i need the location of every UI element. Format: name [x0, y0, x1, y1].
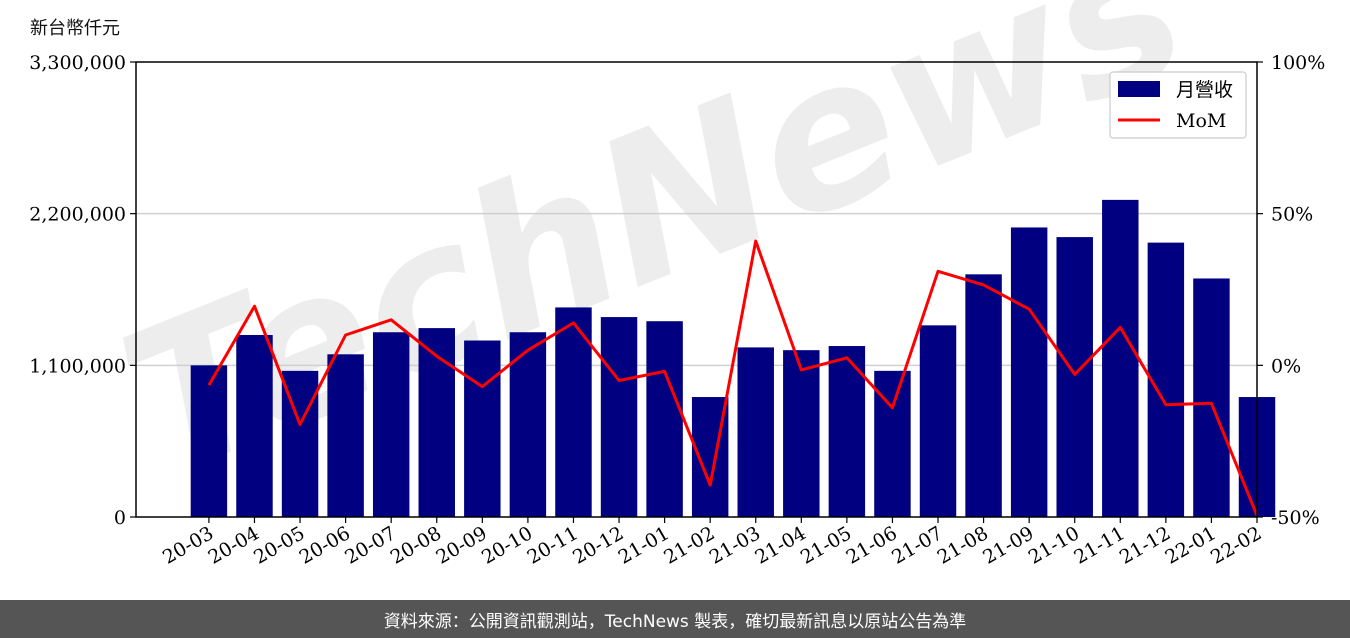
x-tick-label: 20-09 — [432, 522, 490, 568]
bar — [1102, 199, 1139, 517]
axes: 0 1,100,000 2,200,000 3,300,000 -50% 0% 50% 100… — [29, 52, 1325, 529]
left-tick-label: 1,100,000 — [29, 355, 126, 377]
x-tick-label: 20-12 — [569, 522, 627, 568]
bar — [555, 307, 592, 517]
y-axis-unit-label: 新台幣仟元 — [30, 18, 120, 39]
x-tick-label: 21-02 — [660, 522, 718, 568]
x-tick-label: 21-06 — [843, 522, 901, 568]
right-tick-label: 0% — [1271, 355, 1301, 377]
bar — [600, 317, 638, 517]
left-tick-label: 2,200,000 — [29, 204, 126, 226]
bar — [919, 325, 957, 517]
x-tick-label: 20-11 — [524, 522, 582, 568]
x-tick-label: 20-10 — [478, 522, 536, 568]
x-tick-label: 21-05 — [797, 522, 855, 568]
x-tick-label: 20-04 — [205, 522, 263, 568]
left-tick-label: 0 — [114, 507, 126, 529]
legend: 月營收 MoM — [1109, 71, 1247, 139]
mom-line — [207, 239, 1259, 517]
x-tick-label: 20-06 — [296, 522, 354, 568]
x-tick-label: 21-07 — [888, 522, 946, 568]
revenue-chart: TechNews 01,100,0002,200,0003,300,000-50… — [29, 0, 1325, 569]
bar — [236, 335, 273, 517]
bar — [509, 332, 547, 517]
x-tick-label: 22-02 — [1207, 522, 1265, 568]
source-footer: 資料來源：公開資訊觀測站，TechNews 製表，確切最新訊息以原站公告為準 — [0, 600, 1350, 638]
bar — [828, 346, 866, 517]
bar — [372, 332, 410, 517]
bar — [464, 340, 501, 517]
x-tick-label: 21-09 — [979, 522, 1037, 568]
bar — [327, 354, 364, 517]
legend-line-label: MoM — [1176, 110, 1226, 132]
x-tick-label: 20-05 — [250, 522, 308, 568]
bar — [783, 350, 820, 517]
left-tick-label: 3,300,000 — [29, 52, 126, 74]
right-tick-label: 100% — [1271, 52, 1325, 74]
x-tick-label: 21-12 — [1116, 522, 1174, 568]
bar — [1147, 242, 1185, 517]
bar — [1193, 278, 1230, 517]
plot-frame — [135, 61, 1258, 518]
bar — [1010, 227, 1048, 518]
bar — [1056, 237, 1093, 517]
x-tick-label: 21-10 — [1025, 522, 1083, 568]
x-tick-label: 20-07 — [341, 522, 399, 568]
x-tick-label: 20-08 — [387, 522, 445, 568]
line-series — [207, 239, 1259, 517]
legend-bar-label: 月營收 — [1176, 79, 1233, 101]
legend-bar-swatch — [1118, 81, 1160, 97]
x-tick-label: 21-04 — [751, 522, 809, 568]
x-tick-label: 20-03 — [159, 522, 217, 568]
x-tick-label: 21-01 — [615, 522, 673, 568]
bar-series — [190, 199, 1276, 518]
x-tick-label: 22-01 — [1161, 522, 1219, 568]
bar — [646, 321, 683, 517]
x-tick-label: 21-08 — [934, 522, 992, 568]
x-tick-label: 21-03 — [706, 522, 764, 568]
bar — [418, 328, 455, 517]
right-tick-label: -50% — [1271, 507, 1320, 529]
bar — [737, 347, 774, 517]
x-tick-label: 21-11 — [1070, 522, 1128, 568]
bar — [190, 365, 228, 517]
x-axis-ticks: 20-0320-0420-0520-0620-0720-0820-0920-10… — [159, 517, 1266, 569]
right-tick-label: 50% — [1271, 204, 1313, 226]
bar — [965, 274, 1002, 517]
